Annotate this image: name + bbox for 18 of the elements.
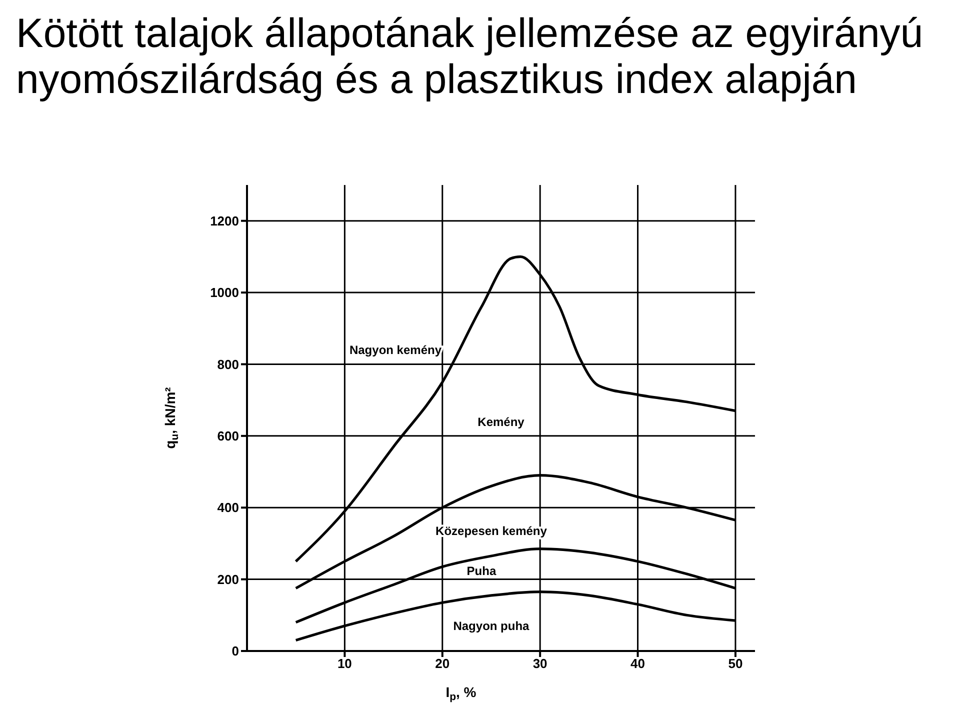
annotation: Kemény <box>478 414 525 429</box>
annotation: Nagyon puha <box>453 619 530 634</box>
y-tick-label: 1000 <box>210 285 239 300</box>
x-tick-label: 40 <box>630 656 646 672</box>
x-axis-title: I$_{p}$, % <box>446 684 477 704</box>
x-tick-label: 50 <box>728 656 743 672</box>
y-tick-label: 400 <box>217 500 239 516</box>
y-tick-label: 0 <box>232 644 239 659</box>
x-tick-label: 30 <box>532 656 548 672</box>
chart-title: Kötött talajok állapotának jellemzése az egyirányú nyomószilárdság és a plasztikus index alapján <box>15 9 924 102</box>
y-tick-label: 600 <box>217 428 239 444</box>
annotation: Puha <box>466 564 496 578</box>
y-tick-label: 200 <box>217 572 239 587</box>
y-tick-label: 1200 <box>210 213 239 228</box>
y-tick-label: 800 <box>217 356 239 372</box>
annotation: Nagyon kemény <box>349 343 442 358</box>
x-tick-label: 10 <box>337 656 352 672</box>
x-tick-label: 20 <box>435 656 450 672</box>
